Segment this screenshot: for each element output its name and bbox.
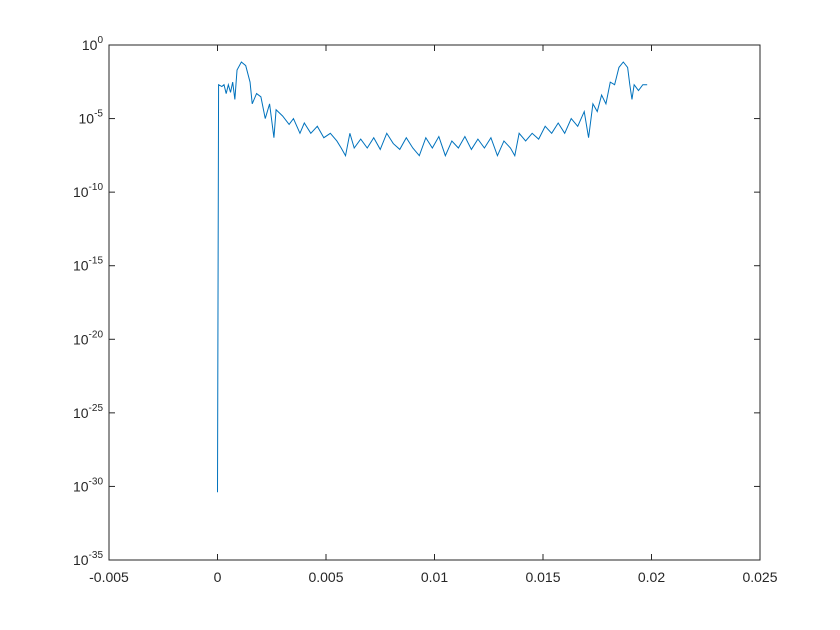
- x-tick-label: 0.005: [308, 569, 343, 585]
- tick-exponent: 0: [97, 35, 103, 46]
- y-tick-label: 10-30: [73, 476, 103, 494]
- tick-base: 10: [82, 37, 98, 53]
- tick-exponent: -35: [89, 550, 104, 561]
- tick-base: 10: [73, 331, 89, 347]
- x-tick-label: 0.015: [525, 569, 560, 585]
- tick-exponent: -25: [89, 403, 104, 414]
- x-tick-label: -0.005: [89, 569, 129, 585]
- tick-base: 10: [73, 258, 89, 274]
- y-tick-label: 10-25: [73, 403, 103, 421]
- y-tick-label: 10-10: [73, 182, 103, 200]
- tick-base: 10: [73, 405, 89, 421]
- y-tick-label: 10-5: [79, 109, 104, 127]
- tick-base: 10: [79, 111, 95, 127]
- tick-exponent: -20: [89, 329, 104, 340]
- y-tick-label: 10-35: [73, 550, 103, 568]
- tick-base: 10: [73, 552, 89, 568]
- x-tick-label: 0.01: [421, 569, 448, 585]
- y-tick-label: 10-20: [73, 329, 103, 347]
- tick-exponent: -5: [94, 109, 103, 120]
- y-tick-label: 100: [82, 35, 104, 53]
- x-tick-label: 0.025: [742, 569, 777, 585]
- x-tick-label: 0: [214, 569, 222, 585]
- tick-base: 10: [73, 184, 89, 200]
- tick-exponent: -15: [89, 256, 104, 267]
- tick-base: 10: [73, 478, 89, 494]
- tick-exponent: -10: [89, 182, 104, 193]
- y-tick-label: 10-15: [73, 256, 103, 274]
- tick-exponent: -30: [89, 476, 104, 487]
- data-line: [217, 61, 648, 493]
- x-tick-label: 0.02: [638, 569, 665, 585]
